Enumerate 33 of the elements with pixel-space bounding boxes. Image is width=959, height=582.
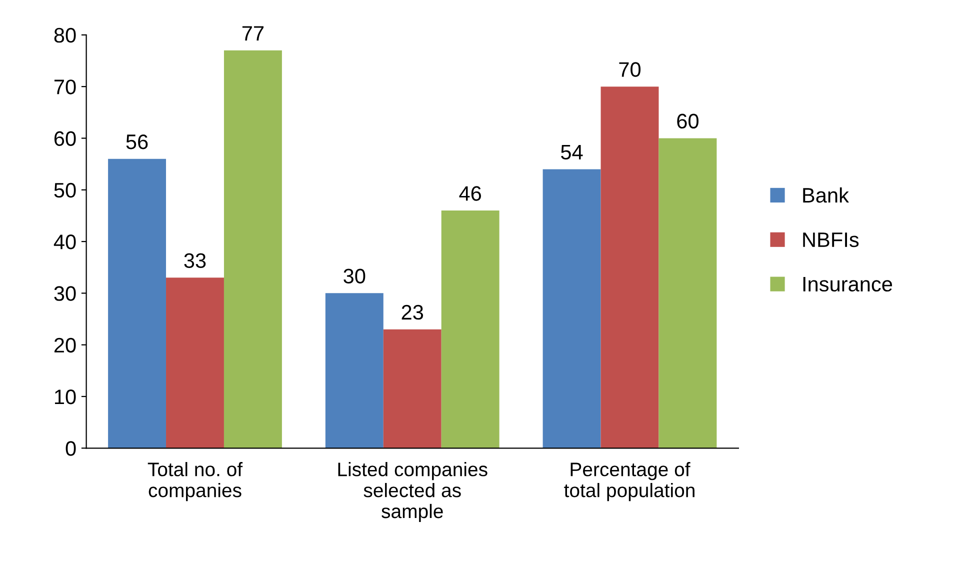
- data-label: 46: [459, 186, 482, 201]
- x-tick-label: Total no. of companies: [148, 462, 243, 502]
- data-label: 33: [184, 253, 206, 268]
- bar: [325, 293, 384, 448]
- bar: [542, 169, 601, 448]
- y-tick-label: 70: [54, 80, 76, 94]
- bar: [166, 278, 224, 448]
- y-tick-label: 10: [55, 389, 76, 404]
- x-tick-label: Listed companies selected as sample: [338, 462, 488, 522]
- legend-label: NBFIs: [803, 232, 859, 248]
- bar: [224, 50, 282, 448]
- y-tick-label: 30: [54, 286, 76, 301]
- data-label: 56: [126, 134, 148, 150]
- x-tick-label: Percentage of total population: [564, 462, 694, 502]
- data-label: 77: [242, 26, 264, 41]
- legend-label: Bank: [803, 187, 849, 203]
- y-tick-label: 80: [54, 28, 76, 43]
- data-label: 54: [561, 145, 583, 160]
- bar: [658, 138, 717, 448]
- bar: [383, 329, 442, 448]
- bar: [441, 210, 500, 448]
- legend-label: Insurance: [803, 277, 892, 292]
- y-tick-label: 0: [66, 441, 76, 456]
- y-tick-label: 50: [54, 182, 76, 198]
- y-tick-label: 20: [54, 338, 76, 353]
- bar: [108, 158, 166, 448]
- data-label: 60: [677, 114, 698, 129]
- bar: [600, 86, 659, 448]
- data-label: 23: [402, 304, 424, 320]
- data-label: 30: [344, 268, 366, 284]
- y-tick-label: 60: [54, 131, 76, 146]
- y-tick-label: 40: [54, 234, 76, 250]
- data-label: 70: [619, 62, 641, 77]
